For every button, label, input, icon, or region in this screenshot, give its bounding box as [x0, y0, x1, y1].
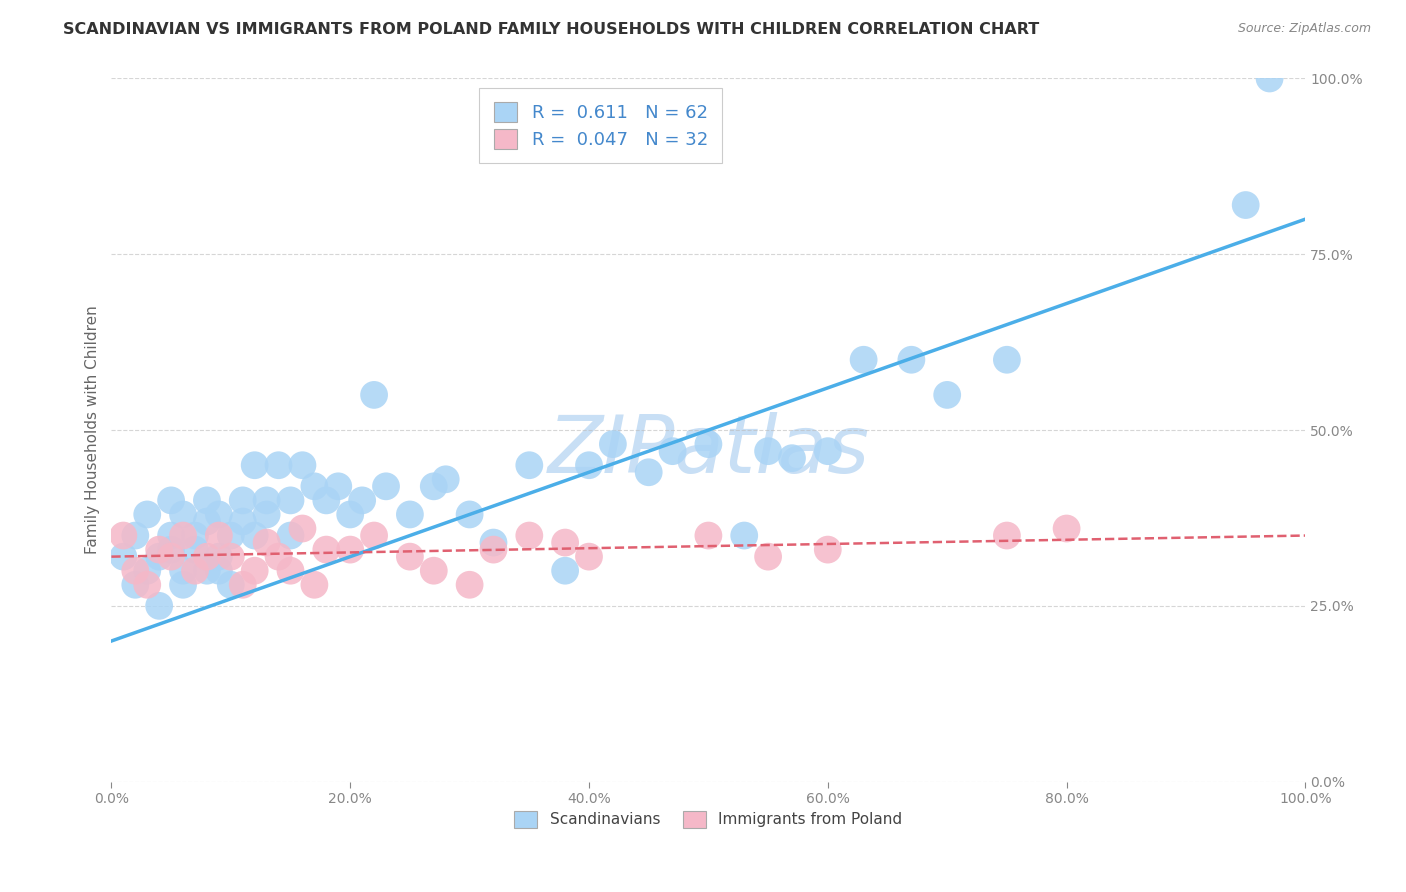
Point — [780, 451, 803, 466]
Point — [399, 549, 422, 564]
Point — [208, 528, 231, 542]
Point — [339, 542, 361, 557]
Point — [195, 493, 218, 508]
Point — [160, 549, 183, 564]
Point — [756, 549, 779, 564]
Point — [124, 528, 146, 542]
Point — [936, 388, 959, 402]
Point — [136, 508, 159, 522]
Point — [243, 528, 266, 542]
Point — [256, 508, 278, 522]
Point — [817, 444, 839, 458]
Point — [208, 549, 231, 564]
Point — [733, 528, 755, 542]
Point — [304, 479, 326, 493]
Point — [517, 528, 540, 542]
Point — [208, 564, 231, 578]
Point — [195, 515, 218, 529]
Text: SCANDINAVIAN VS IMMIGRANTS FROM POLAND FAMILY HOUSEHOLDS WITH CHILDREN CORRELATI: SCANDINAVIAN VS IMMIGRANTS FROM POLAND F… — [63, 22, 1039, 37]
Point — [363, 388, 385, 402]
Text: ZIPatlas: ZIPatlas — [547, 412, 869, 491]
Y-axis label: Family Households with Children: Family Households with Children — [86, 306, 100, 555]
Point — [256, 493, 278, 508]
Point — [172, 528, 194, 542]
Point — [243, 458, 266, 473]
Point — [160, 542, 183, 557]
Point — [172, 578, 194, 592]
Point — [995, 528, 1018, 542]
Point — [554, 535, 576, 549]
Text: Source: ZipAtlas.com: Source: ZipAtlas.com — [1237, 22, 1371, 36]
Point — [315, 542, 337, 557]
Point — [458, 578, 481, 592]
Point — [995, 352, 1018, 367]
Point — [328, 479, 350, 493]
Point — [232, 493, 254, 508]
Point — [136, 564, 159, 578]
Point — [602, 437, 624, 451]
Point — [232, 578, 254, 592]
Point — [578, 549, 600, 564]
Point — [172, 564, 194, 578]
Point — [697, 437, 720, 451]
Point — [1056, 522, 1078, 536]
Point — [637, 465, 659, 479]
Point — [291, 458, 314, 473]
Point — [267, 549, 290, 564]
Point — [172, 508, 194, 522]
Point — [697, 528, 720, 542]
Point — [1234, 198, 1257, 212]
Point — [219, 549, 242, 564]
Point — [124, 564, 146, 578]
Point — [232, 515, 254, 529]
Point — [136, 578, 159, 592]
Point — [160, 493, 183, 508]
Point — [458, 508, 481, 522]
Point — [423, 564, 446, 578]
Point — [267, 458, 290, 473]
Point — [482, 542, 505, 557]
Point — [112, 549, 135, 564]
Point — [280, 493, 302, 508]
Point — [339, 508, 361, 522]
Point — [352, 493, 374, 508]
Point — [304, 578, 326, 592]
Point — [578, 458, 600, 473]
Point — [280, 528, 302, 542]
Point — [184, 528, 207, 542]
Point — [291, 522, 314, 536]
Point — [375, 479, 398, 493]
Point — [817, 542, 839, 557]
Point — [554, 564, 576, 578]
Point — [852, 352, 875, 367]
Point — [315, 493, 337, 508]
Point — [208, 508, 231, 522]
Point — [1258, 71, 1281, 86]
Point — [399, 508, 422, 522]
Point — [482, 535, 505, 549]
Point — [160, 528, 183, 542]
Point — [756, 444, 779, 458]
Point — [195, 564, 218, 578]
Point — [280, 564, 302, 578]
Point — [148, 542, 170, 557]
Point — [112, 528, 135, 542]
Point — [900, 352, 922, 367]
Point — [363, 528, 385, 542]
Point — [423, 479, 446, 493]
Point — [148, 549, 170, 564]
Point — [184, 564, 207, 578]
Point — [517, 458, 540, 473]
Point — [148, 599, 170, 613]
Point — [184, 542, 207, 557]
Point — [243, 564, 266, 578]
Point — [256, 535, 278, 549]
Point — [195, 549, 218, 564]
Point — [219, 528, 242, 542]
Point — [219, 578, 242, 592]
Legend: Scandinavians, Immigrants from Poland: Scandinavians, Immigrants from Poland — [509, 805, 908, 834]
Point — [434, 472, 457, 486]
Point — [124, 578, 146, 592]
Point — [661, 444, 683, 458]
